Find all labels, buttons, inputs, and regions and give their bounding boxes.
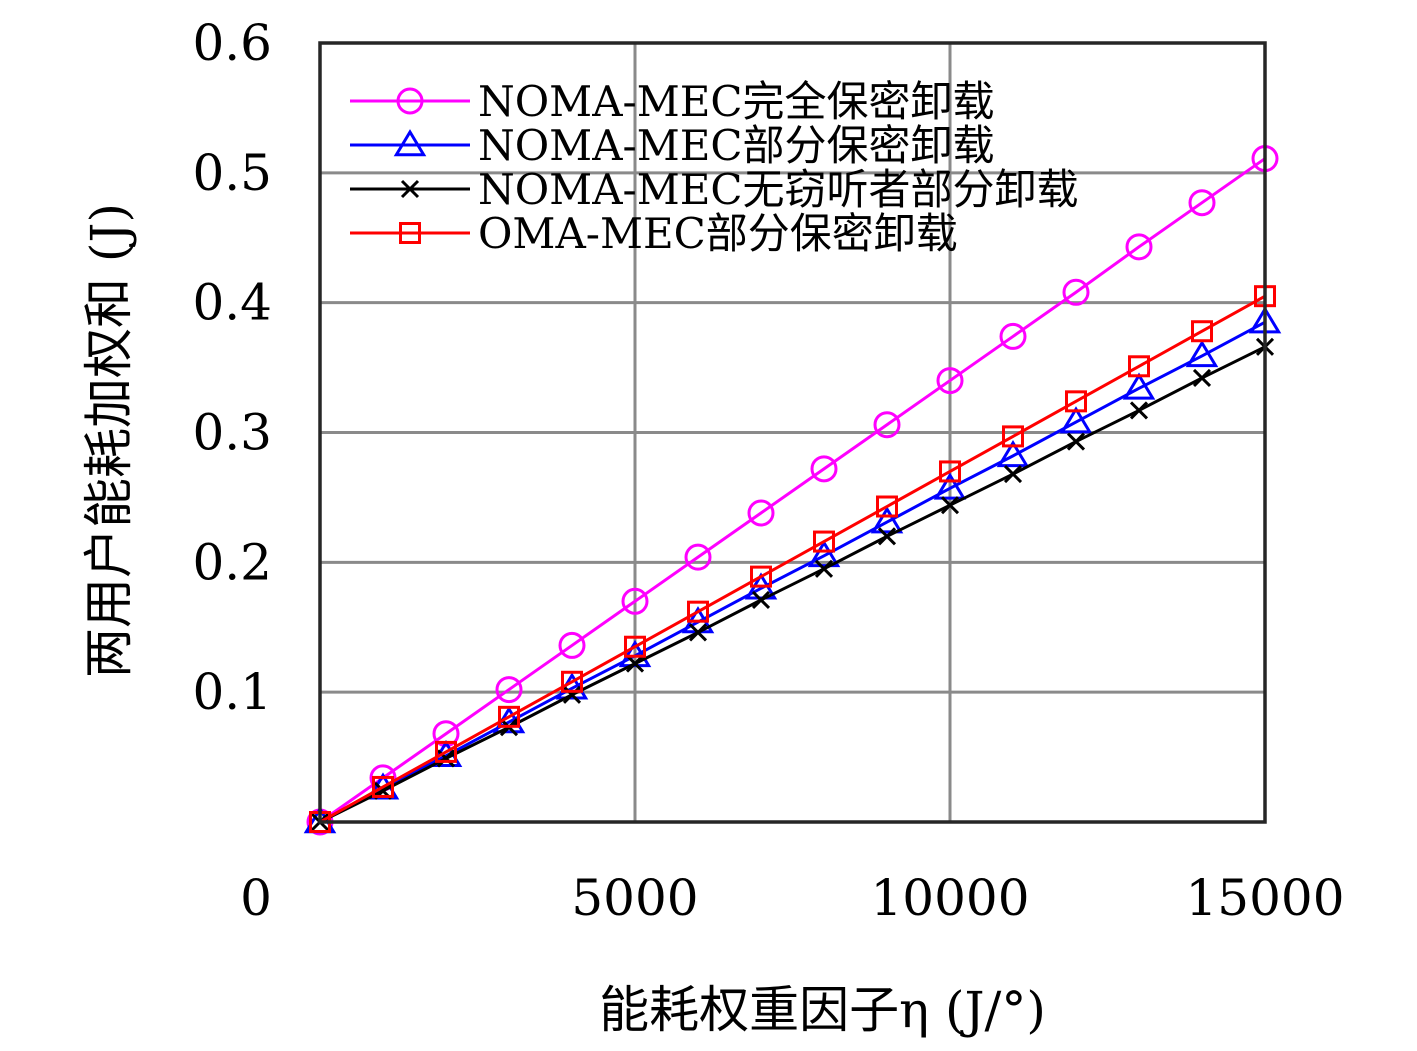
y-tick-label: 0.1 (192, 663, 272, 721)
data-point (688, 623, 708, 642)
data-point (939, 460, 961, 483)
y-axis-label: 两用户能耗加权和 (J) (80, 203, 138, 678)
data-point (1065, 390, 1087, 413)
data-point (747, 499, 775, 527)
legend: NOMA-MEC完全保密卸载NOMA-MEC部分保密卸载NOMA-MEC无窃听者… (350, 77, 1079, 258)
data-point (999, 322, 1027, 350)
legend-entry-2: NOMA-MEC无窃听者部分卸载 (350, 165, 1079, 214)
data-point (621, 587, 649, 615)
series-line (319, 320, 1266, 824)
data-point (562, 685, 582, 704)
data-point (807, 539, 841, 568)
x-tick-label: 0 (240, 869, 272, 927)
legend-label: NOMA-MEC部分保密卸载 (478, 121, 995, 170)
y-tick-label: 0.3 (192, 404, 272, 462)
data-point (876, 495, 898, 518)
series-line (319, 345, 1266, 824)
data-point (751, 590, 771, 610)
data-point (1003, 464, 1023, 484)
x-axis-label: 能耗权重因子η (J/°) (599, 981, 1046, 1039)
series-line (319, 157, 1266, 824)
data-point (1128, 355, 1150, 378)
data-point (436, 749, 456, 768)
data-point (813, 530, 835, 553)
data-point (1191, 320, 1213, 343)
legend-label: OMA-MEC部分保密卸载 (478, 209, 958, 258)
legend-entry-3: OMA-MEC部分保密卸载 (350, 209, 958, 258)
legend-entry-1: NOMA-MEC部分保密卸载 (350, 121, 995, 170)
legend-label: NOMA-MEC无窃听者部分卸载 (478, 165, 1079, 214)
y-tick-label: 0.4 (192, 274, 272, 332)
series-line (319, 294, 1266, 824)
data-point (1125, 233, 1153, 261)
data-point (1188, 189, 1216, 217)
data-point (684, 543, 712, 571)
legend-label: NOMA-MEC完全保密卸载 (478, 77, 995, 126)
legend-marker (396, 87, 424, 115)
data-point (1122, 372, 1156, 400)
y-tick-label: 0.5 (192, 144, 272, 202)
data-point (498, 705, 520, 728)
data-point (810, 455, 838, 483)
data-point (933, 472, 967, 500)
data-point (940, 496, 960, 515)
data-point (495, 676, 523, 704)
data-point (561, 670, 583, 693)
data-point (877, 527, 897, 546)
legend-entry-0: NOMA-MEC完全保密卸载 (350, 77, 995, 126)
data-point (1062, 278, 1090, 306)
x-tick-label: 5000 (571, 869, 698, 927)
tick-labels: 0 5000 10000 15000 0.1 0.2 0.3 0.4 0.5 0.6 (192, 14, 1344, 927)
data-point (936, 367, 964, 395)
data-point (750, 565, 772, 588)
plot-frame (318, 41, 1267, 824)
data-point (432, 720, 460, 748)
legend-marker (399, 222, 421, 244)
data-point (435, 740, 457, 763)
data-point (873, 411, 901, 439)
data-point (814, 559, 834, 578)
y-tick-label: 0.6 (192, 14, 272, 72)
legend-marker (400, 179, 420, 199)
data-point (687, 600, 709, 623)
series-group (303, 145, 1282, 836)
data-point (558, 631, 586, 659)
data-point (996, 439, 1030, 468)
data-point (1059, 406, 1093, 434)
grid (320, 43, 1265, 822)
data-point (870, 506, 904, 534)
data-point (624, 635, 646, 658)
data-point (1185, 339, 1219, 368)
data-point (625, 654, 645, 673)
data-point (1002, 425, 1024, 448)
legend-marker (393, 129, 427, 157)
data-point (1129, 401, 1149, 420)
data-point (1066, 432, 1086, 451)
series-3 (309, 285, 1276, 833)
x-tick-label: 10000 (870, 869, 1029, 927)
x-tick-label: 15000 (1185, 869, 1344, 927)
y-tick-label: 0.2 (192, 533, 272, 591)
data-point (372, 775, 394, 798)
data-point (1192, 368, 1212, 388)
